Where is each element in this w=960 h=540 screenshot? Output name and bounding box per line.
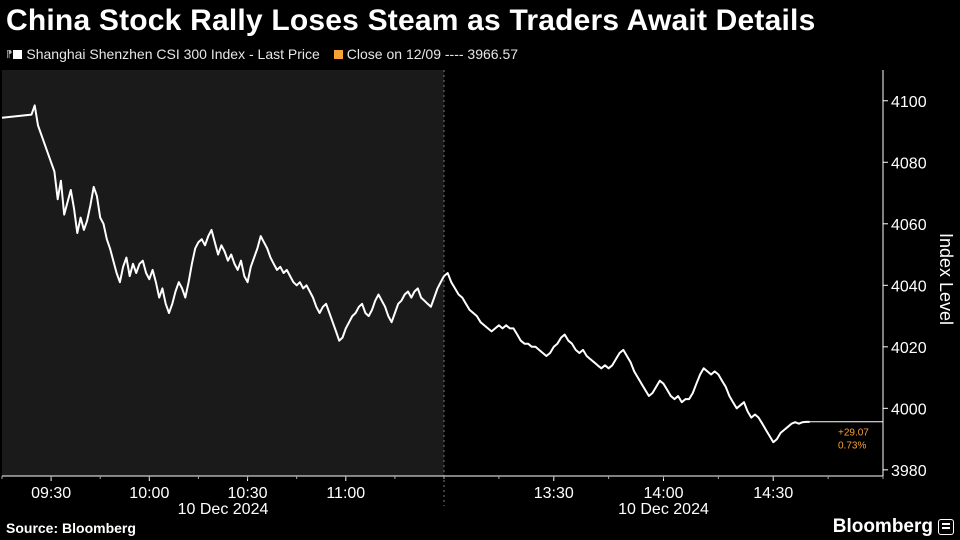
y-tick-label: 4060 [891,217,927,234]
change-pct-label: 0.73% [838,441,866,452]
y-tick-label: 3980 [891,463,927,480]
legend-swatch-orange [333,49,343,59]
line-chart: 09:30 10:00 10:30 11:00 13:30 14:00 14:30 10 De… [1,70,956,518]
legend-item-last-price: ⁋ Shanghai Shenzhen CSI 300 Index - Last… [6,46,320,62]
chart-legend: ⁋ Shanghai Shenzhen CSI 300 Index - Last… [6,46,532,62]
x-tick-label: 14:00 [643,485,683,502]
pin-icon: ⁋ [6,48,13,60]
chart-title: China Stock Rally Loses Steam as Traders… [6,4,816,37]
legend-item-close: Close on 12/09 ---- 3966.57 [333,46,519,62]
y-tick-label: 4000 [891,401,927,418]
series-line-morning [1,104,445,342]
legend-label-last-price: Shanghai Shenzhen CSI 300 Index - Last P… [26,46,320,62]
x-tick-label: 11:00 [326,485,365,502]
legend-label-close: Close on 12/09 ---- 3966.57 [346,46,519,62]
x-tick-label: 10:00 [129,485,169,502]
series-line-afternoon [443,272,810,444]
x-date-label: 10 Dec 2024 [178,501,269,518]
source-note: Source: Bloomberg [6,520,136,536]
y-tick-label: 4080 [891,155,927,172]
terminal-icon [938,519,954,535]
y-tick-label: 4020 [891,340,927,357]
y-tick-label: 4040 [891,278,927,295]
y-tick-label: 4100 [891,94,927,111]
legend-swatch-white [13,49,23,59]
x-tick-label: 13:30 [534,485,574,502]
morning-session-shade [2,70,444,476]
bloomberg-logo: Bloomberg [833,516,954,538]
y-axis: 3980 4000 4020 4040 4060 4080 4100 [882,70,927,480]
last-value-label: +29.07 0.73% [809,421,883,452]
x-tick-label: 09:30 [31,485,71,502]
x-date-label: 10 Dec 2024 [618,501,709,518]
brand-text: Bloomberg [832,516,933,537]
y-axis-title: Index Level [936,233,956,325]
change-value-label: +29.07 [838,428,869,439]
x-tick-label: 10:30 [228,485,268,502]
series-group [1,104,810,444]
x-tick-label: 14:30 [753,485,793,502]
x-axis: 09:30 10:00 10:30 11:00 13:30 14:00 14:30 10 De… [1,475,884,518]
